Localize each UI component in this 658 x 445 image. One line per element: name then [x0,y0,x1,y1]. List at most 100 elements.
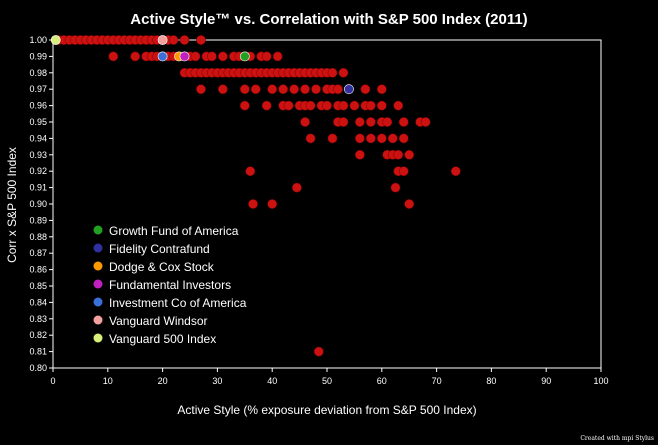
x-tick-label: 40 [267,376,277,386]
fund-point [393,149,404,160]
fund-point [327,133,338,144]
fund-point [300,117,310,127]
fund-point [365,133,376,144]
fund-point [376,100,387,111]
fund-point [218,84,228,95]
x-tick-label: 80 [486,376,496,386]
fund-point [239,100,250,111]
x-tick-label: 30 [212,376,222,386]
fund-point [272,51,283,62]
y-tick-label: 0.84 [29,297,47,307]
legend-label: Fundamental Investors [109,278,231,292]
x-tick-label: 10 [103,376,113,386]
fund-point [376,84,387,95]
fund-point [300,84,310,95]
legend-label: Growth Fund of America [109,224,239,238]
y-tick-label: 0.82 [29,330,47,340]
fund-point [398,133,409,144]
x-tick-label: 50 [322,376,332,386]
x-axis-label: Active Style (% exposure deviation from … [177,403,476,417]
fund-point [261,51,272,62]
x-tick-label: 70 [432,376,442,386]
x-tick-label: 60 [377,376,387,386]
fund-point [355,117,365,127]
y-tick-label: 0.81 [29,347,47,357]
y-tick-label: 0.95 [29,117,47,127]
x-tick-label: 20 [158,376,168,386]
fund-point [292,182,302,193]
fund-point [218,51,228,62]
fund-point [355,133,365,144]
legend-label: Investment Co of America [109,296,247,310]
fund-point [393,100,404,111]
y-tick-label: 0.91 [29,183,47,193]
fund-point [313,346,324,357]
fund-point [404,149,415,160]
y-tick-label: 0.85 [29,281,47,291]
fund-point [398,166,409,177]
fund-point [248,199,258,209]
y-tick-label: 0.98 [29,68,47,78]
y-tick-label: 0.90 [29,199,47,209]
fund-point [355,149,365,160]
fund-point [196,35,206,45]
x-tick-label: 0 [50,376,55,386]
fund-point [179,35,190,45]
legend-marker [93,279,103,289]
highlight-point [344,84,354,95]
fund-point [239,84,250,95]
fund-point [360,84,371,95]
fund-point [278,84,289,95]
credit-text: Created with mpi Stylus [580,435,654,442]
y-tick-label: 0.97 [29,84,47,94]
legend-marker [93,261,103,271]
fund-point [338,67,349,78]
y-tick-label: 0.96 [29,101,47,111]
legend-marker [93,243,103,253]
x-tick-label: 90 [541,376,551,386]
legend-label: Dodge & Cox Stock [109,260,215,274]
y-axis-label: Corr x S&P 500 Index [5,147,19,263]
y-tick-label: 0.88 [29,232,47,242]
fund-point [267,84,278,95]
fund-point [322,100,332,111]
fund-point [450,166,461,177]
x-tick-label: 100 [593,376,608,386]
fund-point [382,117,393,127]
fund-point [390,182,401,193]
y-tick-label: 0.93 [29,150,47,160]
y-tick-label: 0.83 [29,314,47,324]
fund-point [168,35,179,45]
highlight-point [239,51,250,62]
fund-point [190,51,201,62]
fund-point [349,100,360,111]
fund-point [261,100,272,111]
fund-point [108,51,119,62]
fund-point [333,84,343,95]
fund-point [289,84,299,95]
fund-point [250,84,261,95]
y-tick-label: 0.99 [29,51,47,61]
legend-label: Vanguard 500 Index [109,332,216,346]
fund-point [305,133,316,144]
y-tick-label: 0.86 [29,265,47,275]
fund-point [376,133,387,144]
fund-point [420,117,431,127]
highlight-point [157,51,168,62]
legend-label: Vanguard Windsor [109,314,208,328]
legend-marker [93,315,103,325]
legend-label: Fidelity Contrafund [109,242,210,256]
y-tick-label: 0.89 [29,215,47,225]
chart-title: Active Style™ vs. Correlation with S&P 5… [130,11,527,28]
fund-point [207,51,217,62]
legend-marker [93,333,103,343]
highlight-point [157,35,168,45]
legend: Growth Fund of America Fidelity Contrafun… [93,224,247,346]
fund-point [267,199,278,209]
fund-point [387,133,398,144]
data-points [50,35,461,357]
y-tick-label: 0.94 [29,133,47,143]
y-tick-label: 0.87 [29,248,47,258]
fund-point [338,100,349,111]
highlight-point [50,35,61,45]
